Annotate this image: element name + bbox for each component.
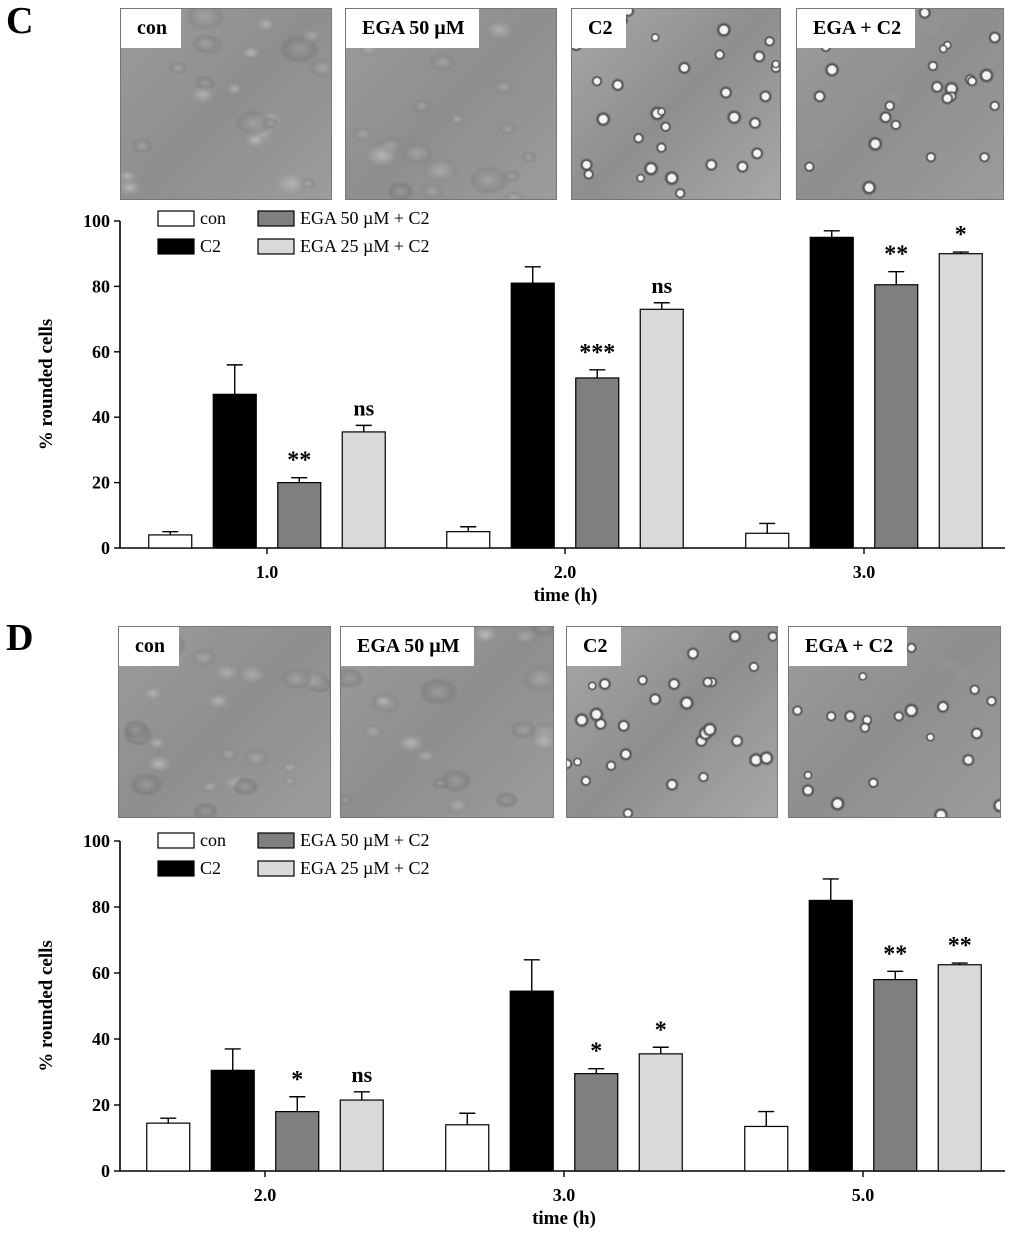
y-tick-label: 60 xyxy=(92,963,110,983)
bar xyxy=(510,282,555,549)
x-tick-label: 1.0 xyxy=(256,562,279,582)
micrograph-label: EGA 50 µM xyxy=(346,9,479,48)
x-axis-label: time (h) xyxy=(532,1208,596,1229)
legend-swatch xyxy=(157,238,195,255)
x-axis-label: time (h) xyxy=(534,585,598,606)
micrograph-c2: C2 xyxy=(566,626,778,818)
legend-label: con xyxy=(200,830,226,850)
significance-label: ns xyxy=(651,273,672,298)
bar xyxy=(339,1099,384,1172)
y-tick-label: 60 xyxy=(92,342,110,362)
bar xyxy=(937,964,982,1172)
x-tick-label: 3.0 xyxy=(553,1185,576,1205)
y-tick-label: 40 xyxy=(92,1029,110,1049)
bar xyxy=(809,236,854,549)
significance-label: ** xyxy=(287,448,311,474)
y-tick-label: 100 xyxy=(83,831,110,851)
legend-swatch xyxy=(157,832,195,849)
legend-swatch xyxy=(157,860,195,877)
bar xyxy=(938,253,983,549)
significance-label: *** xyxy=(579,340,615,366)
micrograph-label: EGA 50 µM xyxy=(341,627,474,666)
legend-swatch xyxy=(257,238,295,255)
significance-label: * xyxy=(590,1039,602,1065)
bar xyxy=(808,899,853,1172)
legend-label: EGA 25 µM + C2 xyxy=(300,858,430,878)
panel-letter: D xyxy=(6,617,34,659)
micrograph-label: con xyxy=(119,627,179,666)
significance-label: ns xyxy=(353,395,374,420)
significance-label: ** xyxy=(883,941,907,967)
x-tick-label: 2.0 xyxy=(254,1185,277,1205)
y-axis-label: % rounded cells xyxy=(36,940,57,1072)
bar xyxy=(341,431,386,549)
significance-label: * xyxy=(955,222,967,248)
legend-swatch xyxy=(257,210,295,227)
bar xyxy=(148,534,193,549)
y-tick-label: 40 xyxy=(92,407,110,427)
micrograph-label: EGA + C2 xyxy=(789,627,908,666)
micrograph-label: C2 xyxy=(567,627,622,666)
legend-swatch xyxy=(257,860,295,877)
x-tick-label: 5.0 xyxy=(852,1185,875,1205)
micrograph-ega-c2: EGA + C2 xyxy=(796,8,1004,200)
micrograph-con: con xyxy=(120,8,332,200)
panel-letter: C xyxy=(6,0,34,42)
bar xyxy=(874,284,919,549)
bar xyxy=(446,531,491,549)
bar xyxy=(575,377,620,549)
bar xyxy=(744,1125,789,1172)
micrograph-label: C2 xyxy=(572,9,627,48)
y-tick-label: 0 xyxy=(101,1161,110,1181)
x-tick-label: 2.0 xyxy=(554,562,577,582)
legend-swatch xyxy=(157,210,195,227)
significance-label: ** xyxy=(884,242,908,268)
micrograph-ega-c2: EGA + C2 xyxy=(788,626,1001,818)
bar xyxy=(638,1053,683,1172)
bar-chart-d: 0 20 40 60 80 100 % rounded cells 2.0 3.0 5.0 time… xyxy=(36,830,1005,1229)
significance-label: ** xyxy=(948,933,972,959)
bar xyxy=(639,308,684,549)
panel-c: C con EGA 50 µM C2 EGA + C2 0 20 40 60 80 100… xyxy=(0,0,1024,612)
legend-label: C2 xyxy=(200,858,221,878)
legend-label: C2 xyxy=(200,236,221,256)
legend-label: con xyxy=(200,208,226,228)
bar xyxy=(212,393,257,549)
significance-label: * xyxy=(291,1067,303,1093)
bar xyxy=(277,482,322,549)
y-tick-label: 80 xyxy=(92,276,110,296)
micrograph-label: con xyxy=(121,9,181,48)
bar-chart-c: 0 20 40 60 80 100 % rounded cells 1.0 2.0 3.0 time… xyxy=(36,208,1005,606)
bar xyxy=(146,1122,191,1172)
bar xyxy=(873,979,918,1172)
x-tick-label: 3.0 xyxy=(853,562,876,582)
micrograph-ega: EGA 50 µM xyxy=(345,8,557,200)
y-tick-label: 20 xyxy=(92,1095,110,1115)
micrograph-con: con xyxy=(118,626,331,818)
y-tick-label: 80 xyxy=(92,897,110,917)
legend-label: EGA 50 µM + C2 xyxy=(300,208,430,228)
significance-label: * xyxy=(655,1017,667,1043)
legend-label: EGA 50 µM + C2 xyxy=(300,830,430,850)
y-tick-label: 0 xyxy=(101,538,110,558)
bar xyxy=(574,1073,619,1172)
panel-d: D con EGA 50 µM C2 EGA + C2 0 20 40 60 80 100… xyxy=(0,617,1024,1234)
legend-swatch xyxy=(257,832,295,849)
legend-label: EGA 25 µM + C2 xyxy=(300,236,430,256)
micrograph-ega: EGA 50 µM xyxy=(340,626,554,818)
bar xyxy=(210,1069,255,1172)
bar xyxy=(745,532,790,549)
micrograph-label: EGA + C2 xyxy=(797,9,916,48)
y-tick-label: 20 xyxy=(92,473,110,493)
bar xyxy=(275,1111,320,1172)
y-tick-label: 100 xyxy=(83,211,110,231)
bar xyxy=(445,1124,490,1172)
y-axis-label: % rounded cells xyxy=(36,319,57,451)
bar xyxy=(509,990,554,1172)
significance-label: ns xyxy=(351,1062,372,1087)
micrograph-c2: C2 xyxy=(571,8,781,200)
